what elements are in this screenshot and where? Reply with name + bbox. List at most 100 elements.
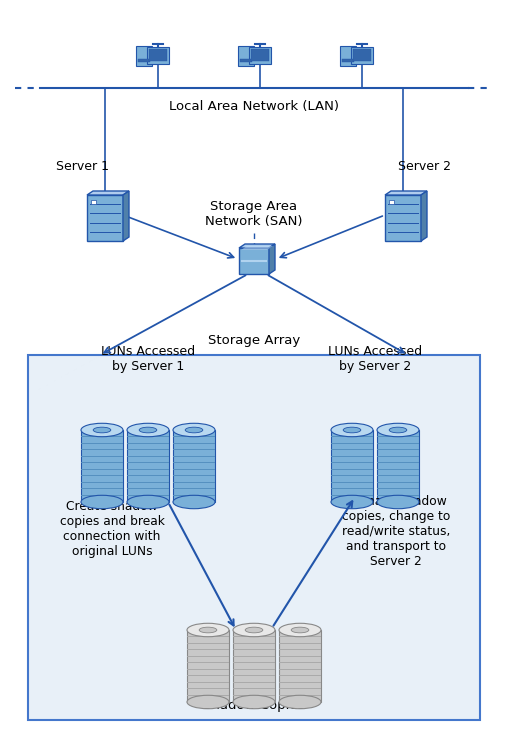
Ellipse shape [343, 427, 361, 433]
Bar [377, 488, 419, 490]
Bar [377, 449, 419, 450]
Bar [233, 682, 275, 683]
Bar [187, 655, 229, 657]
Bar [240, 59, 252, 62]
Bar [127, 495, 169, 496]
Bar [173, 482, 215, 483]
Ellipse shape [81, 495, 123, 509]
Text: Server 1: Server 1 [56, 160, 110, 173]
Bar [81, 469, 123, 470]
Bar [239, 248, 269, 274]
Bar [331, 495, 373, 496]
Bar [279, 655, 321, 657]
Bar [127, 456, 169, 457]
Bar [87, 195, 123, 241]
Bar [249, 47, 271, 64]
Bar [173, 495, 215, 496]
Bar [187, 675, 229, 676]
Bar [127, 449, 169, 450]
Polygon shape [239, 244, 275, 248]
Bar [233, 675, 275, 676]
Bar [127, 482, 169, 483]
Bar [377, 469, 419, 470]
Bar [331, 449, 373, 450]
Ellipse shape [173, 495, 215, 509]
Bar [187, 636, 229, 637]
Ellipse shape [291, 627, 309, 633]
Bar [81, 456, 123, 457]
Bar [377, 430, 419, 502]
Bar [91, 200, 96, 204]
Bar [233, 636, 275, 637]
Ellipse shape [233, 623, 275, 636]
Ellipse shape [187, 623, 229, 636]
Text: Local Area Network (LAN): Local Area Network (LAN) [169, 100, 339, 113]
Bar [127, 462, 169, 463]
Bar [377, 482, 419, 483]
Bar [331, 456, 373, 457]
Ellipse shape [279, 623, 321, 636]
Bar [81, 436, 123, 437]
Bar [147, 47, 169, 64]
Bar [233, 688, 275, 689]
Bar [389, 200, 394, 204]
Bar [342, 59, 354, 62]
Bar [238, 46, 254, 66]
Polygon shape [269, 244, 275, 274]
Text: Shadow Copies: Shadow Copies [203, 699, 305, 712]
Text: Create shadow
copies and break
connection with
original LUNs: Create shadow copies and break connectio… [59, 500, 165, 558]
Bar [377, 495, 419, 496]
Bar [331, 430, 373, 502]
Ellipse shape [245, 627, 263, 633]
Ellipse shape [199, 627, 217, 633]
Bar [127, 469, 169, 470]
Bar [340, 46, 356, 66]
Bar [233, 642, 275, 644]
Bar [279, 662, 321, 664]
Bar [187, 662, 229, 664]
Bar [81, 488, 123, 490]
Text: LUNs Accessed
by Server 1: LUNs Accessed by Server 1 [101, 345, 195, 373]
Bar [127, 488, 169, 490]
Bar [331, 469, 373, 470]
Bar [187, 630, 229, 702]
Bar [173, 449, 215, 450]
Bar [279, 642, 321, 644]
Ellipse shape [389, 427, 407, 433]
Ellipse shape [173, 424, 215, 437]
Ellipse shape [185, 427, 203, 433]
Bar [138, 59, 150, 62]
Ellipse shape [93, 427, 111, 433]
Ellipse shape [233, 695, 275, 709]
Bar [377, 456, 419, 457]
Bar [187, 688, 229, 689]
Bar [233, 662, 275, 664]
Bar [127, 430, 169, 502]
Bar [187, 642, 229, 644]
Bar [233, 655, 275, 657]
Polygon shape [123, 191, 129, 241]
Ellipse shape [139, 427, 157, 433]
Polygon shape [385, 191, 427, 195]
Bar [279, 649, 321, 650]
Bar [173, 430, 215, 502]
Bar [173, 436, 215, 437]
Ellipse shape [127, 495, 169, 509]
Text: Server 2: Server 2 [398, 160, 452, 173]
Bar [173, 456, 215, 457]
Bar [377, 462, 419, 463]
Bar [279, 675, 321, 676]
Bar [173, 469, 215, 470]
Bar [173, 488, 215, 490]
Bar [279, 695, 321, 696]
Bar [385, 195, 421, 241]
Text: LUNs Accessed
by Server 2: LUNs Accessed by Server 2 [328, 345, 422, 373]
Bar [81, 482, 123, 483]
Ellipse shape [377, 495, 419, 509]
Ellipse shape [127, 424, 169, 437]
Bar [353, 49, 371, 61]
Ellipse shape [187, 695, 229, 709]
FancyBboxPatch shape [28, 355, 480, 720]
Bar [331, 482, 373, 483]
Bar [331, 462, 373, 463]
